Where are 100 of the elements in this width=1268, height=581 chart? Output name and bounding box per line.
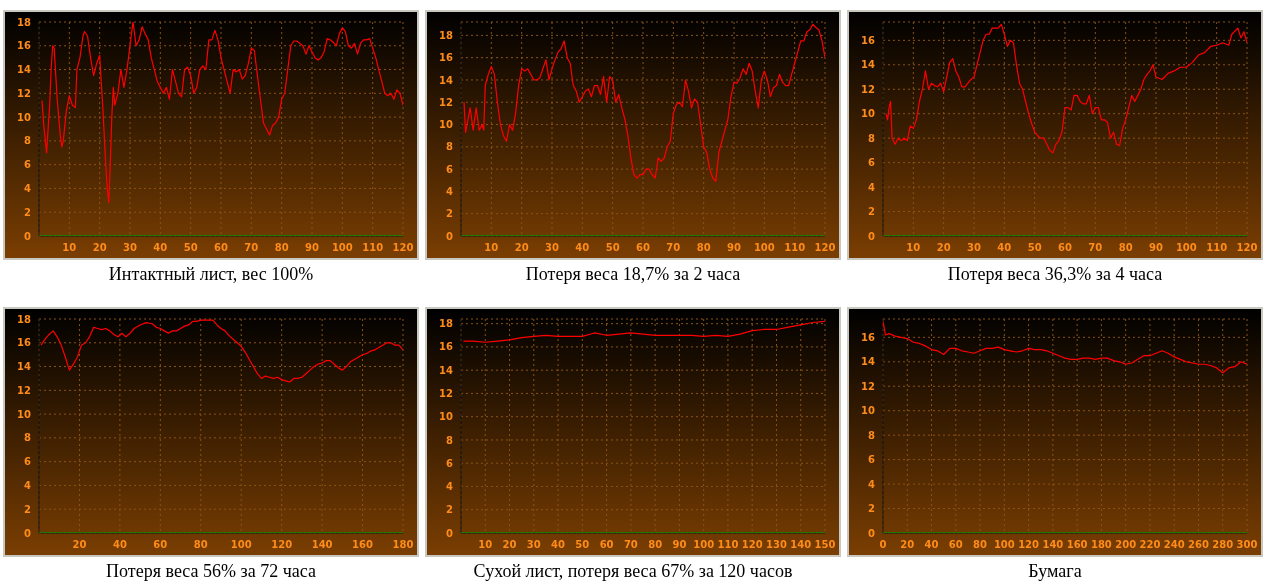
x-tick-label: 220 — [1139, 539, 1161, 551]
y-tick-label: 18 — [17, 313, 32, 325]
x-tick-label: 160 — [352, 539, 374, 551]
x-tick-label: 80 — [274, 242, 289, 254]
y-tick-label: 12 — [17, 384, 32, 396]
x-tick-label: 20 — [900, 539, 915, 551]
y-tick-label: 16 — [17, 337, 32, 349]
y-tick-label: 0 — [446, 527, 454, 539]
x-tick-label: 80 — [193, 539, 208, 551]
x-tick-label: 60 — [214, 242, 228, 254]
y-tick-label: 4 — [24, 479, 32, 491]
x-tick-label: 20 — [92, 242, 107, 254]
y-tick-label: 2 — [446, 504, 454, 516]
x-tick-label: 60 — [948, 539, 963, 551]
y-tick-label: 2 — [24, 206, 32, 218]
y-tick-label: 4 — [868, 478, 876, 490]
y-tick-label: 12 — [439, 387, 454, 399]
y-tick-label: 0 — [24, 230, 32, 242]
y-tick-label: 10 — [861, 405, 876, 417]
x-tick-label: 130 — [766, 539, 787, 551]
x-tick-label: 60 — [1058, 242, 1072, 254]
y-tick-label: 0 — [446, 230, 454, 242]
x-tick-label: 70 — [1088, 242, 1103, 254]
y-tick-label: 4 — [446, 185, 454, 197]
x-tick-label: 120 — [392, 242, 414, 254]
y-tick-label: 0 — [24, 527, 32, 539]
text: Бумага — [1027, 561, 1083, 581]
x-tick-label: 140 — [1042, 539, 1064, 551]
x-tick-label: 10 — [906, 242, 921, 254]
x-tick-label: 40 — [551, 539, 566, 551]
y-tick-label: 14 — [861, 356, 876, 368]
y-tick-label: 18 — [439, 318, 454, 330]
x-tick-label: 70 — [244, 242, 259, 254]
x-tick-label: 50 — [575, 539, 590, 551]
y-tick-label: 14 — [439, 364, 454, 376]
x-tick-label: 60 — [636, 242, 650, 254]
x-tick-label: 120 — [1236, 242, 1258, 254]
x-tick-label: 180 — [392, 539, 414, 551]
x-tick-label: 160 — [1066, 539, 1088, 551]
x-tick-label: 30 — [526, 539, 541, 551]
y-tick-label: 16 — [439, 341, 454, 353]
x-tick-label: 100 — [993, 539, 1015, 551]
x-tick-label: 180 — [1090, 539, 1112, 551]
x-tick-label: 40 — [924, 539, 939, 551]
y-tick-label: 8 — [868, 429, 876, 441]
x-tick-label: 90 — [305, 242, 319, 254]
y-tick-label: 16 — [439, 52, 454, 64]
y-tick-label: 10 — [439, 411, 454, 423]
x-tick-label: 50 — [1027, 242, 1042, 254]
x-tick-label: 110 — [1206, 242, 1228, 254]
y-tick-label: 12 — [439, 96, 454, 108]
x-tick-label: 100 — [230, 539, 252, 551]
x-tick-label: 60 — [599, 539, 614, 551]
x-tick-label: 90 — [1149, 242, 1163, 254]
x-tick-label: 10 — [484, 242, 499, 254]
x-tick-label: 40 — [997, 242, 1012, 254]
y-tick-label: 6 — [446, 163, 454, 175]
x-tick-label: 140 — [311, 539, 333, 551]
y-tick-label: 8 — [24, 432, 32, 444]
y-tick-label: 2 — [868, 503, 876, 515]
y-tick-label: 8 — [446, 141, 454, 153]
y-tick-label: 6 — [446, 457, 454, 469]
y-tick-label: 6 — [24, 159, 32, 171]
x-tick-label: 80 — [648, 539, 663, 551]
y-tick-label: 10 — [439, 119, 454, 131]
y-tick-label: 6 — [24, 456, 32, 468]
y-tick-label: 0 — [868, 230, 876, 242]
y-tick-label: 4 — [868, 181, 876, 193]
y-tick-label: 10 — [861, 108, 876, 120]
text: Сухой лист, потеря веса 67% за 120 часов — [472, 561, 794, 581]
x-tick-label: 0 — [879, 539, 887, 551]
x-tick-label: 100 — [1175, 242, 1197, 254]
y-tick-label: 12 — [861, 380, 876, 392]
x-tick-label: 120 — [271, 539, 293, 551]
y-tick-label: 16 — [17, 40, 32, 52]
x-tick-label: 40 — [112, 539, 127, 551]
x-tick-label: 40 — [575, 242, 590, 254]
text: Потеря веса 36,3% за 4 часа — [946, 264, 1164, 285]
y-tick-label: 0 — [868, 527, 876, 539]
x-tick-label: 260 — [1188, 539, 1209, 551]
x-tick-label: 70 — [623, 539, 638, 551]
x-tick-label: 20 — [936, 242, 951, 254]
y-tick-label: 8 — [24, 135, 32, 147]
x-tick-label: 30 — [123, 242, 137, 254]
x-tick-label: 50 — [183, 242, 198, 254]
x-tick-label: 90 — [727, 242, 741, 254]
x-tick-label: 20 — [502, 539, 517, 551]
x-tick-label: 150 — [814, 539, 836, 551]
y-tick-label: 6 — [868, 157, 876, 169]
x-tick-label: 90 — [672, 539, 687, 551]
y-tick-label: 2 — [24, 503, 32, 515]
y-tick-label: 10 — [17, 408, 32, 420]
x-tick-label: 40 — [153, 242, 168, 254]
y-tick-label: 6 — [868, 454, 876, 466]
x-tick-label: 120 — [814, 242, 836, 254]
y-tick-label: 12 — [17, 87, 32, 99]
text: Потеря веса 56% за 72 часа — [105, 561, 317, 581]
x-tick-label: 30 — [967, 242, 981, 254]
x-tick-label: 20 — [72, 539, 87, 551]
x-tick-label: 80 — [1118, 242, 1133, 254]
